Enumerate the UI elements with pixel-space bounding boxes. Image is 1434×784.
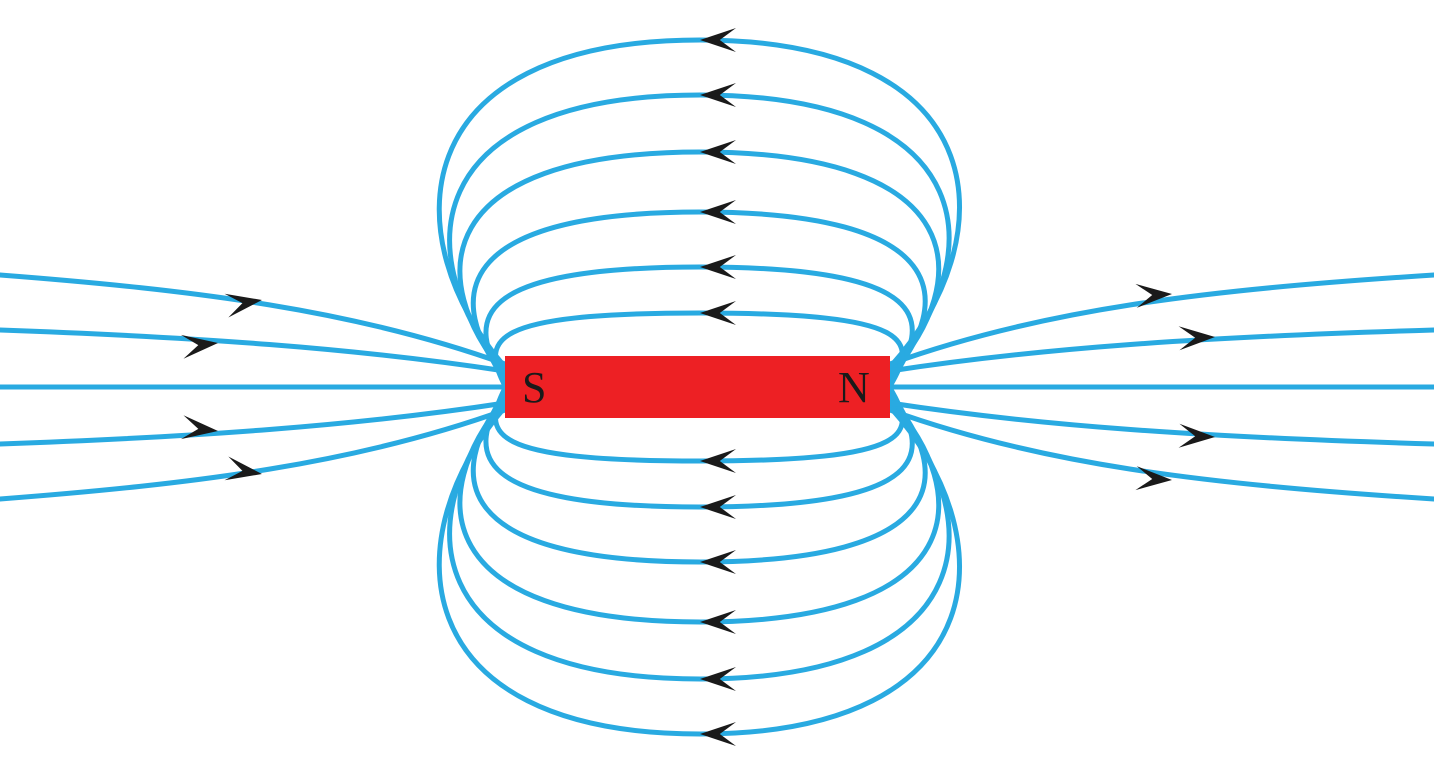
south-pole-label: S	[522, 362, 546, 413]
magnetic-field-diagram	[0, 0, 1434, 784]
north-pole-label: N	[838, 362, 870, 413]
